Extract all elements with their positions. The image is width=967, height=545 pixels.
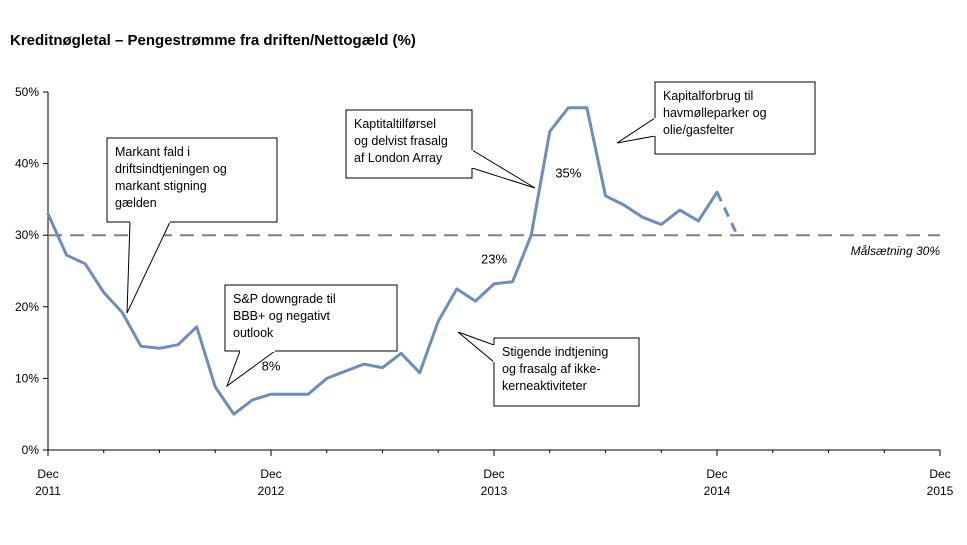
callout-text-line: outlook xyxy=(233,326,274,340)
y-tick-label: 40% xyxy=(15,157,39,171)
callout-5: Kapitalforbrug til havmølleparker og olie/… xyxy=(616,81,816,155)
callout-text-line: Stigende indtjening xyxy=(502,345,608,359)
callout-text-line: Kapitalforbrug til xyxy=(663,89,753,103)
callout-pointer xyxy=(616,117,656,144)
callout-text-line: gælden xyxy=(115,196,157,210)
callout-1: Markant fald i driftsindtjeningen og marka… xyxy=(106,137,278,314)
y-tick-label: 20% xyxy=(15,300,39,314)
callout-text-line: og frasalg af ikke- xyxy=(502,362,601,376)
y-tick-label: 10% xyxy=(15,371,39,385)
x-tick-year: 2014 xyxy=(704,484,731,498)
callout-box xyxy=(493,337,640,407)
callout-pointer xyxy=(126,221,171,314)
axes: 0% 10% 20% 30% 40% 50% Dec 2011 Dec 2012 Dec 2013 De… xyxy=(15,85,954,498)
callout-text-line: driftsindtjeningen og xyxy=(115,162,227,176)
callout-text-line: BBB+ og negativt xyxy=(233,309,330,323)
callout-text-line: havmølleparker og xyxy=(663,106,767,120)
callout-box xyxy=(224,284,398,352)
y-tick-label: 30% xyxy=(15,228,39,242)
callout-text-line: S&P downgrade til xyxy=(233,292,336,306)
x-tick-month: Dec xyxy=(483,467,504,481)
callout-text-line: markant stigning xyxy=(115,179,207,193)
x-tick-month: Dec xyxy=(260,467,281,481)
y-tick-label: 0% xyxy=(22,443,40,457)
callout-box xyxy=(106,137,278,223)
callout-pointer xyxy=(457,331,495,364)
x-tick-year: 2015 xyxy=(927,484,954,498)
target-line-group: Målsætning 30% xyxy=(48,234,941,258)
data-line xyxy=(46,106,719,416)
x-tick-month: Dec xyxy=(929,467,950,481)
chart-title: Kreditnøgletal – Pengestrømme fra drifte… xyxy=(10,32,416,49)
data-label: 23% xyxy=(481,251,507,266)
callout-pointer xyxy=(471,149,536,189)
callout-text-line: olie/gasfelter xyxy=(663,123,734,137)
x-tick-year: 2013 xyxy=(481,484,508,498)
data-label: 8% xyxy=(262,359,281,374)
x-tick-year: 2012 xyxy=(258,484,285,498)
callout-text-line: Kaptitaltilførsel xyxy=(354,117,436,131)
callout-2: S&P downgrade til BBB+ og negativt outlook xyxy=(224,284,398,388)
target-label: Målsætning 30% xyxy=(851,244,941,258)
callout-text-line: af London Array xyxy=(354,151,443,165)
x-tick-year: 2011 xyxy=(35,484,61,498)
y-tick-label: 50% xyxy=(15,85,39,99)
data-labels: 8% 23% 35% xyxy=(262,165,582,373)
callout-3: Kaptitaltilførsel og delvist frasalg af Lo… xyxy=(345,109,536,189)
callouts: Markant fald i driftsindtjeningen og marka… xyxy=(106,81,816,407)
callout-4: Stigende indtjening og frasalg af ikke-ke… xyxy=(457,331,640,407)
x-tick-month: Dec xyxy=(37,467,58,481)
series-group xyxy=(46,106,737,416)
forecast-line xyxy=(715,191,737,233)
data-label: 35% xyxy=(555,165,581,180)
callout-text-line: og delvist frasalg xyxy=(354,134,448,148)
callout-box xyxy=(345,109,473,179)
callout-text-line: kerneaktiviteter xyxy=(502,379,587,393)
callout-text-line: Markant fald i xyxy=(115,145,190,159)
x-tick-month: Dec xyxy=(706,467,727,481)
